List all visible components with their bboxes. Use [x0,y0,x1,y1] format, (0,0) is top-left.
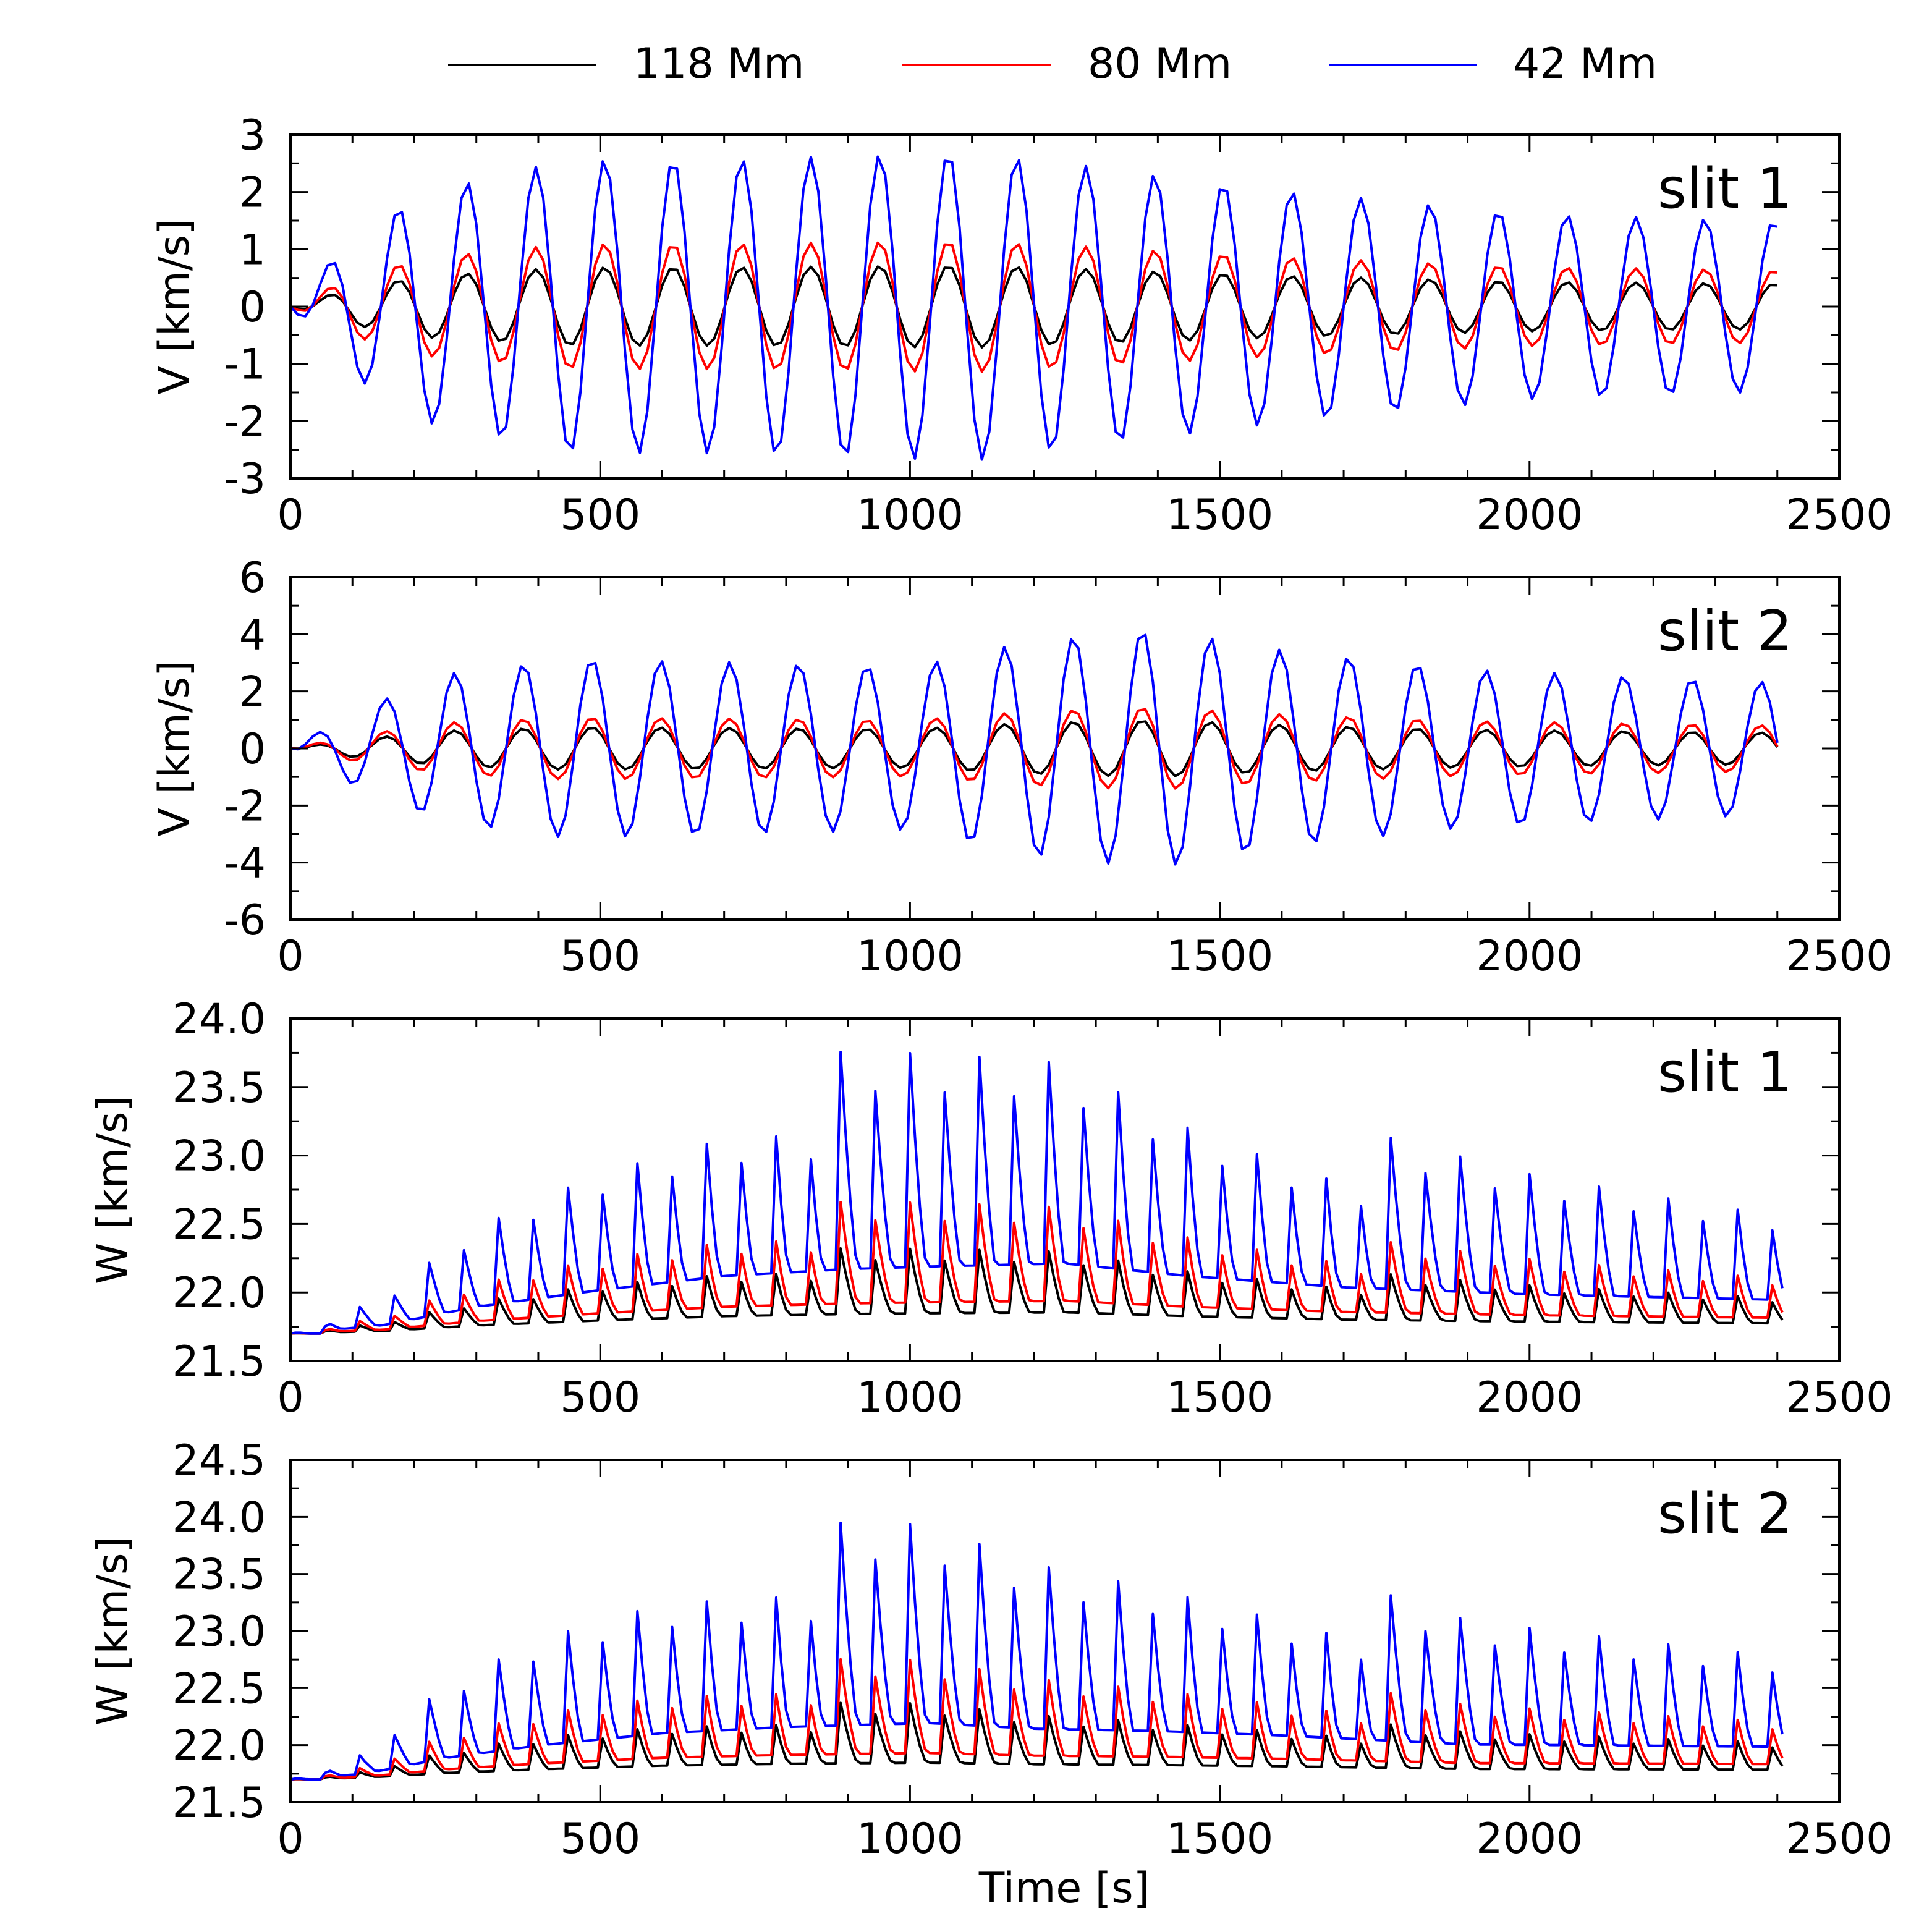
chart-panel-4: 0 500 1000 1500 2000 2500 21.5 22.0 22.5 23.0 23.5… [88,1436,1893,1863]
x-tick-label: 2500 [1786,1815,1892,1863]
x-tick-label: 1000 [857,491,964,540]
chart-panel-1: 0 500 1000 1500 2000 2500 -3 -2 -1 0 1 2 3 V [km/s] sl… [150,111,1893,540]
x-tick-label: 2000 [1476,1373,1583,1422]
legend-label-118: 118 Mm [633,40,804,88]
panel-title: slit 1 [1658,156,1792,221]
y-tick-label: 0 [239,283,266,332]
y-tick-label: -3 [224,455,266,504]
series-line-118-mm [290,1701,1784,1781]
x-tick-label: 1500 [1166,1815,1273,1863]
x-tick-label: 2500 [1786,491,1892,540]
y-tick-label: 24.0 [172,1493,266,1542]
y-tick-label: 2 [239,668,266,717]
x-tick-label: 0 [277,1815,303,1863]
y-tick-label: 23.5 [172,1551,266,1599]
y-axis-title: W [km/s] [88,1095,137,1284]
x-tick-label: 500 [560,1815,640,1863]
y-tick-label: 23.5 [172,1064,266,1112]
y-tick-label: -6 [224,896,266,945]
x-tick-label: 1000 [857,1815,964,1863]
y-tick-label: 4 [239,611,266,659]
x-tick-label: 0 [277,932,303,981]
chart-panel-3: 0 500 1000 1500 2000 2500 21.5 22.0 22.5 23.0 23.5… [88,995,1893,1422]
x-tick-label: 1000 [857,1373,964,1422]
y-tick-label: 24.0 [172,995,266,1044]
panel-title: slit 2 [1658,1481,1792,1546]
y-axis-title: V [km/s] [150,218,199,394]
y-tick-label: 2 [239,169,266,218]
x-tick-label: 2000 [1476,491,1583,540]
y-tick-label: -1 [224,341,266,389]
y-axis-title: V [km/s] [150,660,199,836]
y-tick-label: -2 [224,397,266,446]
x-tick-label: 1500 [1166,1373,1273,1422]
y-tick-label: 21.5 [172,1779,266,1828]
y-tick-label: 0 [239,725,266,774]
chart-panel-2: 0 500 1000 1500 2000 2500 -6 -4 -2 0 2 4 6 V [km/s] sl… [150,554,1893,981]
y-tick-label: -4 [224,839,266,888]
x-tick-label: 1500 [1166,491,1273,540]
y-tick-label: 6 [239,554,266,603]
x-tick-label: 0 [277,491,303,540]
y-tick-label: 22.5 [172,1664,266,1713]
y-tick-label: 21.5 [172,1337,266,1386]
y-tick-label: 23.0 [172,1132,266,1181]
series-line-80-mm [290,1658,1784,1781]
series-line-42-mm [290,1051,1784,1335]
x-tick-label: 2000 [1476,1815,1583,1863]
x-tick-label: 500 [560,932,640,981]
series-line-42-mm [290,633,1779,866]
series-line-42-mm [290,1521,1784,1781]
x-tick-label: 0 [277,1373,303,1422]
legend-label-42: 42 Mm [1513,40,1657,88]
y-tick-label: 22.0 [172,1722,266,1771]
y-tick-label: 23.0 [172,1608,266,1656]
x-tick-label: 2500 [1786,932,1892,981]
x-tick-label: 2500 [1786,1373,1892,1422]
x-tick-label: 1000 [857,932,964,981]
series-line-118-mm [290,1247,1784,1335]
y-axis-title: W [km/s] [88,1536,137,1726]
series-line-80-mm [290,708,1779,790]
x-tick-label: 1500 [1166,932,1273,981]
y-tick-label: 22.0 [172,1269,266,1318]
y-tick-label: 22.5 [172,1200,266,1249]
x-axis-title: Time [s] [978,1864,1150,1913]
y-tick-label: 24.5 [172,1436,266,1485]
panel-title: slit 2 [1658,599,1792,664]
legend: 118 Mm 80 Mm 42 Mm [448,40,1657,88]
y-tick-label: -2 [224,782,266,831]
x-tick-label: 500 [560,491,640,540]
y-tick-label: 1 [239,226,266,274]
legend-label-80: 80 Mm [1088,40,1232,88]
series-line-80-mm [290,1201,1784,1335]
series-line-42-mm [289,155,1778,461]
y-tick-label: 3 [239,111,266,160]
x-tick-label: 500 [560,1373,640,1422]
panel-title: slit 1 [1658,1040,1792,1105]
x-tick-label: 2000 [1476,932,1583,981]
